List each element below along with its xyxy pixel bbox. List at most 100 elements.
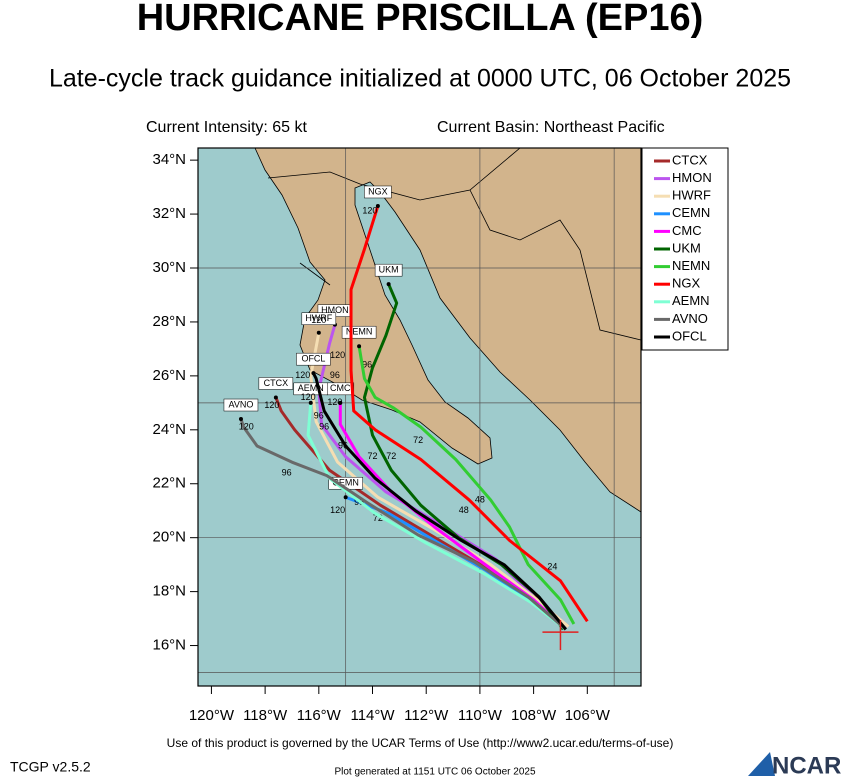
hour-label: 96 (330, 370, 340, 380)
y-tick-label: 34°N (152, 151, 186, 168)
hour-label: 96 (282, 467, 292, 477)
logo-mark (748, 752, 775, 776)
model-label: AVNO (229, 399, 254, 409)
model-label: NGX (368, 186, 388, 196)
legend-label: HMON (672, 170, 712, 185)
y-tick-label: 26°N (152, 367, 186, 384)
model-label-box (301, 312, 337, 325)
model-label-box (258, 377, 294, 390)
legend-label: CEMN (672, 205, 710, 220)
track (239, 418, 567, 631)
track (349, 205, 589, 623)
map-frame (197, 147, 642, 687)
track-end (343, 495, 348, 500)
hour-label: 24 (547, 562, 557, 572)
hour-label: 120 (327, 397, 342, 407)
track (306, 402, 567, 631)
track-end (311, 371, 316, 376)
hour-label: 72 (413, 435, 423, 445)
x-tick-label: 110°W (458, 707, 503, 724)
model-label-box (364, 185, 392, 199)
subtitle: Late-cycle track guidance initialized at… (49, 65, 791, 93)
track-end (357, 344, 362, 349)
y-tick-label: 18°N (152, 583, 186, 600)
y-tick-label: 20°N (152, 529, 186, 546)
model-label-box (296, 352, 331, 366)
hour-label: 72 (368, 451, 378, 461)
track-end (308, 400, 313, 405)
hour-label: 120 (330, 505, 345, 515)
model-label: HMON (321, 305, 349, 315)
track-end (386, 282, 391, 287)
hour-label: 96 (314, 411, 324, 421)
model-label: CEMN (332, 478, 359, 488)
legend-label: OFCL (672, 328, 707, 343)
model-label: CTCX (264, 378, 289, 388)
map-area: CTCX120HMON96HWRF120CEMN1209672CMC120967… (198, 148, 641, 686)
track-end (238, 417, 243, 422)
hour-label: 120 (239, 421, 254, 431)
track-end (273, 395, 278, 400)
y-tick-label: 30°N (152, 259, 186, 276)
legend-label: NGX (672, 276, 701, 291)
hour-label: 120 (330, 350, 345, 360)
hour-label: 120 (295, 370, 310, 380)
hour-label: 120 (362, 206, 377, 216)
hour-label: 48 (475, 494, 485, 504)
legend-label: CMC (672, 223, 702, 238)
model-label: CMC (330, 383, 351, 393)
hour-label: 96 (319, 421, 329, 431)
x-tick-label: 108°W (511, 707, 557, 724)
model-label-box (374, 263, 403, 277)
track (362, 283, 565, 631)
y-tick-label: 22°N (152, 475, 186, 492)
track-end (338, 400, 343, 405)
model-label: OFCL (301, 354, 325, 364)
border (299, 262, 331, 286)
basin: Current Basin: Northeast Pacific (437, 119, 665, 136)
x-tick-label: 120°W (189, 707, 235, 724)
hour-label: 48 (459, 505, 469, 515)
model-label: UKM (379, 265, 399, 275)
track-end (316, 330, 321, 335)
hour-label: 120 (311, 315, 326, 325)
track (357, 345, 576, 625)
y-tick-label: 32°N (152, 205, 186, 222)
model-label: NEMN (346, 327, 373, 337)
hour-label: 96 (362, 359, 372, 369)
border (469, 189, 641, 341)
x-tick-label: 114°W (350, 707, 395, 724)
model-label: HWRF (305, 313, 332, 323)
y-tick-label: 28°N (152, 313, 186, 330)
legend-label: UKM (672, 240, 701, 255)
x-tick-label: 118°W (243, 707, 288, 724)
legend-label: AVNO (672, 311, 708, 326)
intensity: Current Intensity: 65 kt (146, 119, 308, 136)
hour-label: 72 (386, 451, 396, 461)
hour-label: 72 (373, 513, 383, 523)
track (312, 372, 567, 631)
track (317, 324, 570, 628)
legend-label: NEMN (672, 258, 710, 273)
x-tick-label: 106°W (565, 707, 611, 724)
logo: NCAR (772, 752, 841, 779)
generated: Plot generated at 1151 UTC 06 October 20… (334, 767, 535, 778)
legend-label: AEMN (672, 293, 710, 308)
x-tick-label: 116°W (297, 707, 342, 724)
title: HURRICANE PRISCILLA (EP16) (137, 0, 704, 39)
hour-label: 120 (264, 400, 279, 410)
track-end (375, 203, 380, 208)
legend-label: HWRF (672, 188, 711, 203)
hour-label: 96 (338, 440, 348, 450)
legend-label: CTCX (672, 152, 708, 167)
y-tick-label: 16°N (152, 637, 186, 654)
y-tick-label: 24°N (152, 421, 186, 438)
model-label: AEMN (298, 383, 324, 393)
model-label-box (223, 398, 259, 412)
hour-label: 120 (301, 392, 316, 402)
version: TCGP v2.5.2 (10, 759, 91, 775)
x-tick-label: 112°W (404, 707, 449, 724)
terms: Use of this product is governed by the U… (167, 736, 674, 750)
